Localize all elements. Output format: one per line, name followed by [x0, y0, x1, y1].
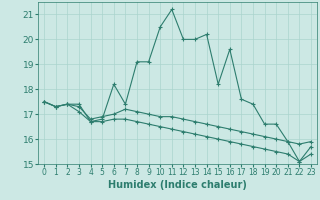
X-axis label: Humidex (Indice chaleur): Humidex (Indice chaleur): [108, 180, 247, 190]
